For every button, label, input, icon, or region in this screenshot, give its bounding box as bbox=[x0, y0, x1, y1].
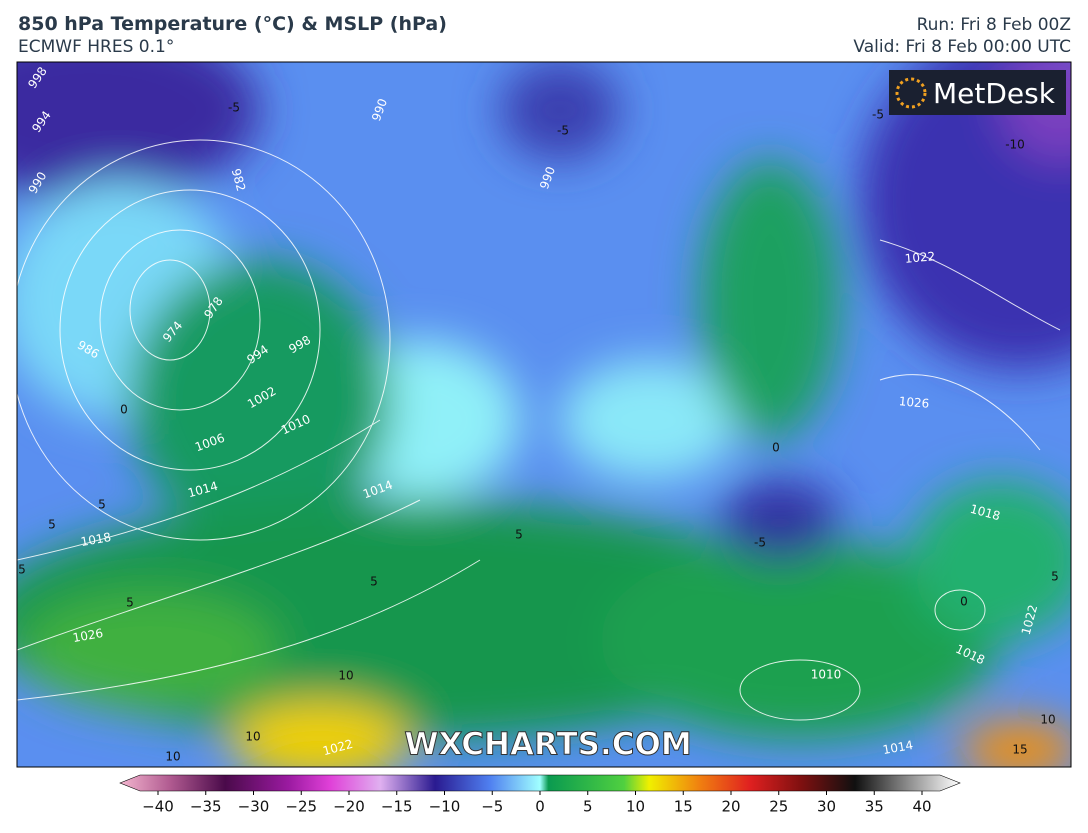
colorbar-label: 25 bbox=[769, 798, 788, 816]
colorbar-label: 0 bbox=[535, 798, 545, 816]
temperature-label: 10 bbox=[165, 750, 180, 764]
isobar-label: 1010 bbox=[811, 668, 842, 682]
temperature-label: -5 bbox=[557, 124, 569, 138]
colorbar-label: 5 bbox=[583, 798, 593, 816]
temperature-label: 10 bbox=[245, 730, 260, 744]
watermark: WXCHARTS.COM bbox=[404, 727, 691, 763]
isobar-label: 1026 bbox=[898, 394, 930, 411]
temperature-field bbox=[17, 62, 1071, 767]
map-frame bbox=[16, 61, 1072, 768]
colorbar-label: 15 bbox=[674, 798, 693, 816]
colorbar-label: 40 bbox=[912, 798, 931, 816]
colorbar-label: −35 bbox=[190, 798, 222, 816]
temperature-label: 15 bbox=[1012, 743, 1027, 757]
colorbar-label: −5 bbox=[481, 798, 503, 816]
colorbar-label: −15 bbox=[381, 798, 413, 816]
logo-text: MetDesk bbox=[933, 77, 1056, 110]
colorbar-label: −25 bbox=[285, 798, 317, 816]
run-time: Run: Fri 8 Feb 00Z bbox=[916, 15, 1071, 35]
colorbar-label: −40 bbox=[142, 798, 174, 816]
logo-icon bbox=[895, 77, 927, 109]
map-title: 850 hPa Temperature (°C) & MSLP (hPa) bbox=[18, 13, 447, 35]
model-label: ECMWF HRES 0.1° bbox=[18, 37, 175, 57]
temperature-label: 5 bbox=[48, 518, 56, 532]
temperature-label: -5 bbox=[872, 108, 884, 122]
temperature-label: 5 bbox=[98, 498, 106, 512]
isobar-label: 1018 bbox=[80, 530, 113, 549]
temperature-label: 10 bbox=[1040, 713, 1055, 727]
temperature-label: 0 bbox=[120, 403, 128, 417]
temperature-label: 10 bbox=[338, 669, 353, 683]
temperature-label: -5 bbox=[754, 536, 766, 550]
isobar-label: 1022 bbox=[904, 249, 936, 266]
colorbar-label: −30 bbox=[238, 798, 270, 816]
colorbar-label: 35 bbox=[865, 798, 884, 816]
temperature-label: 5 bbox=[18, 563, 26, 577]
colorbar-label: 10 bbox=[626, 798, 645, 816]
isobar-label: 982 bbox=[229, 167, 248, 193]
isobar-label: 1014 bbox=[882, 738, 915, 757]
temperature-label: -10 bbox=[1005, 138, 1025, 152]
temperature-label: 0 bbox=[772, 441, 780, 455]
temperature-label: 5 bbox=[1051, 570, 1059, 584]
colorbar bbox=[119, 774, 961, 792]
logo-box bbox=[889, 70, 1066, 115]
temperature-label: 5 bbox=[126, 596, 134, 610]
temperature-label: 5 bbox=[370, 575, 378, 589]
temperature-label: 5 bbox=[515, 528, 523, 542]
valid-time: Valid: Fri 8 Feb 00:00 UTC bbox=[853, 37, 1071, 57]
isobar-label: 1026 bbox=[72, 626, 105, 645]
colorbar-label: 20 bbox=[721, 798, 740, 816]
temperature-label: 0 bbox=[960, 595, 968, 609]
colorbar-label: 30 bbox=[817, 798, 836, 816]
temperature-label: -5 bbox=[228, 101, 240, 115]
colorbar-label: −10 bbox=[429, 798, 461, 816]
colorbar-label: −20 bbox=[333, 798, 365, 816]
isobars bbox=[17, 139, 1061, 721]
